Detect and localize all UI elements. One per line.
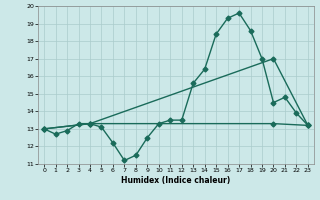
X-axis label: Humidex (Indice chaleur): Humidex (Indice chaleur) — [121, 176, 231, 185]
